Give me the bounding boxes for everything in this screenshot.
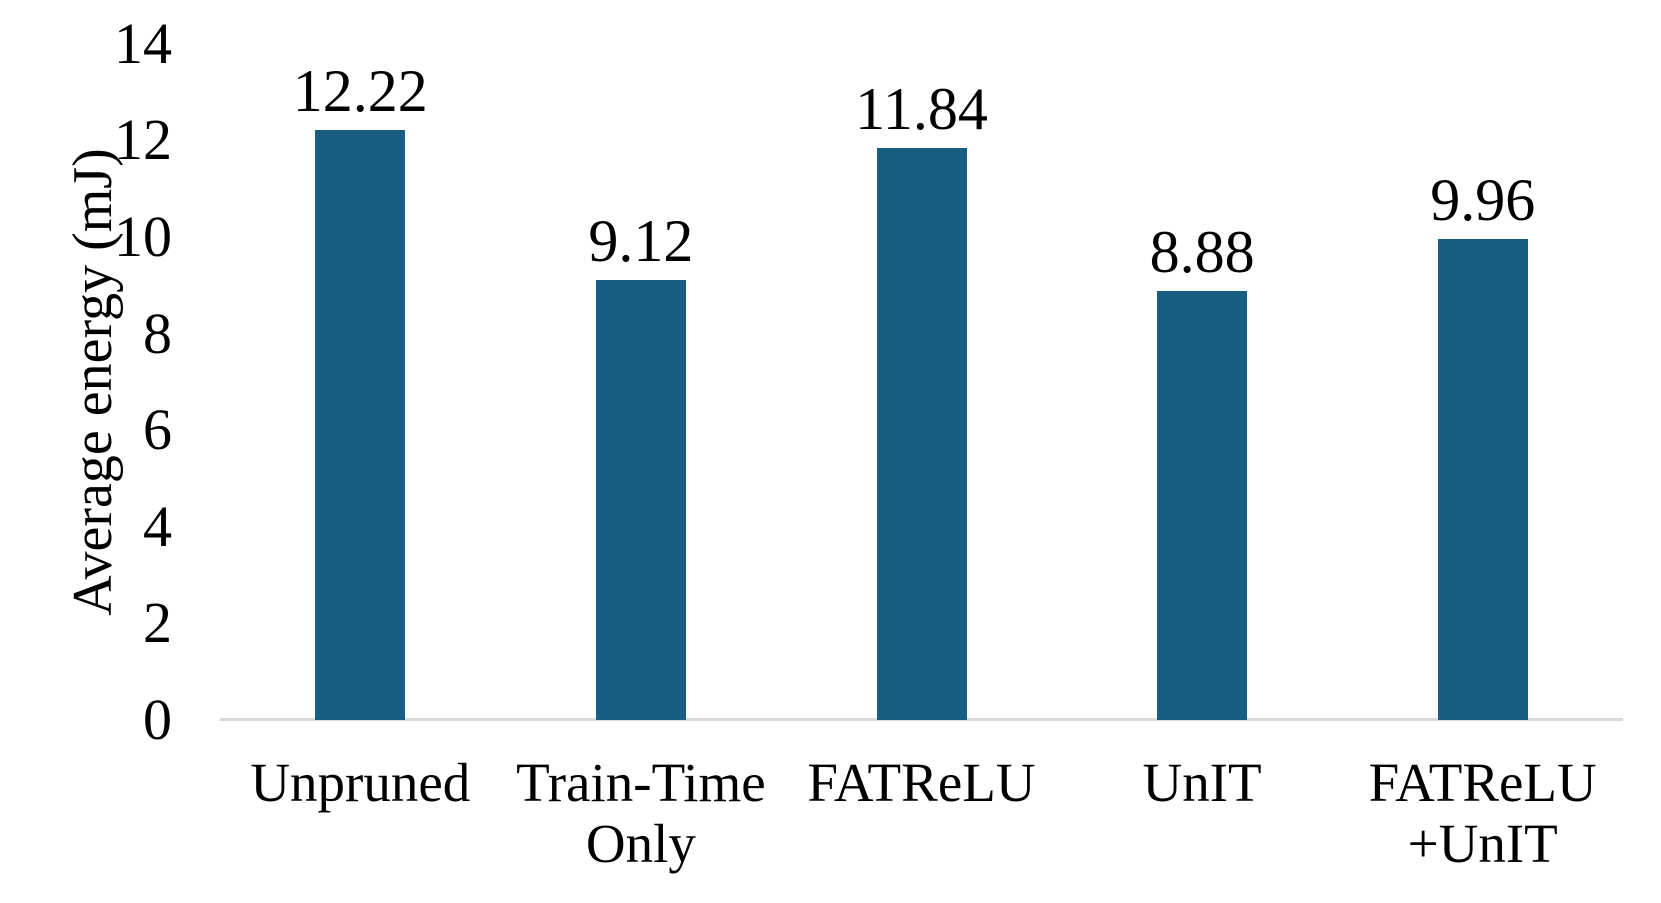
bar-value-label: 9.96 — [1430, 166, 1536, 233]
x-category-label: Unpruned — [250, 752, 471, 813]
y-tick-label-4: 4 — [143, 493, 172, 559]
x-axis-category-labels: Unpruned Train-Time Only FATReLU UnIT FATReL… — [220, 752, 1623, 874]
bar-fatrelu-+unit — [1437, 238, 1528, 720]
bar-value-label: 9.12 — [588, 207, 694, 274]
bar-value-label: 12.22 — [292, 57, 428, 124]
x-category-label: Train-Time Only — [516, 752, 766, 874]
y-tick-label-2: 2 — [143, 590, 172, 656]
x-category-label: FATReLU — [807, 752, 1036, 813]
bar-unit — [1157, 291, 1248, 720]
y-tick-label-10: 10 — [114, 204, 172, 269]
y-tick-label-6: 6 — [143, 397, 172, 463]
bar-value-label: 11.84 — [855, 76, 988, 143]
x-category-label: UnIT — [1142, 752, 1262, 813]
bar-train-time-only — [595, 279, 686, 720]
bar-fatrelu — [876, 148, 967, 720]
y-tick-label-12: 12 — [114, 107, 172, 173]
bar-unpruned — [315, 129, 406, 720]
y-tick-label-8: 8 — [143, 300, 172, 366]
bar-value-label: 8.88 — [1149, 219, 1255, 286]
y-tick-label-14: 14 — [114, 10, 172, 76]
x-category-label: FATReLU +UnIT — [1368, 752, 1597, 874]
y-tick-label-0: 0 — [143, 687, 172, 752]
